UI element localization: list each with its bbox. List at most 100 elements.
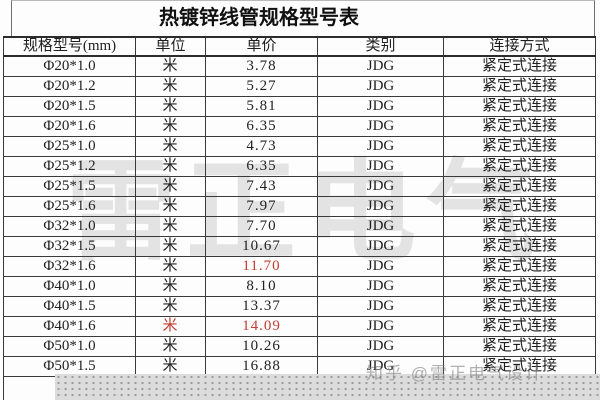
cell-category: JDG: [317, 196, 444, 217]
cell-price: 6.35: [205, 116, 318, 137]
cell-spec: Φ40*1.6: [3, 316, 136, 337]
cell-unit: 米: [135, 336, 206, 357]
cell-category: JDG: [317, 176, 444, 197]
cell-price: 7.97: [205, 196, 318, 217]
cell-price: 5.27: [205, 76, 318, 97]
table-row: Φ32*1.6 米 11.70 JDG 紧定式连接: [3, 256, 596, 277]
cell-spec: Φ20*1.0: [3, 55, 136, 77]
cell-spec: Φ25*1.6: [3, 196, 136, 217]
table-row: Φ40*1.5 米 13.37 JDG 紧定式连接: [3, 296, 596, 317]
header-connection: 连接方式: [443, 36, 596, 57]
table-row: Φ40*1.6 米 14.09 JDG 紧定式连接: [3, 316, 596, 337]
cell-category: JDG: [317, 236, 444, 257]
table-row: Φ20*1.0 米 3.78 JDG 紧定式连接: [3, 55, 596, 77]
table-title-text: 热镀锌线管规格型号表: [159, 7, 359, 29]
cell-spec: Φ40*1.0: [3, 276, 136, 297]
cell-category: JDG: [317, 96, 444, 117]
cell-unit: 米: [135, 156, 206, 177]
cell-unit: 米: [135, 55, 206, 77]
table-row: Φ32*1.5 米 10.67 JDG 紧定式连接: [3, 236, 596, 257]
table-row: Φ25*1.0 米 4.73 JDG 紧定式连接: [3, 136, 596, 157]
cell-spec: Φ32*1.5: [3, 236, 136, 257]
table-row: Φ20*1.5 米 5.81 JDG 紧定式连接: [3, 96, 596, 117]
cell-price: 5.81: [205, 96, 318, 117]
cell-category: JDG: [317, 76, 444, 97]
cell-unit: 米: [135, 216, 206, 237]
cell-connection: 紧定式连接: [443, 136, 596, 157]
cell-spec: Φ25*1.5: [3, 176, 136, 197]
cell-category: JDG: [317, 136, 444, 157]
cell-category: JDG: [317, 276, 444, 297]
cell-unit: 米: [135, 236, 206, 257]
cell-connection: 紧定式连接: [443, 176, 596, 197]
header-row: 规格型号(mm) 单位 单价 类别 连接方式: [3, 36, 596, 57]
cell-price: 3.78: [205, 55, 318, 77]
cell-category: JDG: [317, 116, 444, 137]
cell-spec: Φ50*1.0: [3, 336, 136, 357]
cell-unit: 米: [135, 316, 206, 337]
cell-price: 13.37: [205, 296, 318, 317]
cell-connection: 紧定式连接: [443, 116, 596, 137]
header-category: 类别: [317, 36, 444, 57]
bottom-watermark: 知乎 @雷正电气设计: [366, 364, 544, 383]
cell-category: JDG: [317, 156, 444, 177]
header-spec: 规格型号(mm): [3, 36, 136, 57]
cell-category: JDG: [317, 216, 444, 237]
cell-unit: 米: [135, 76, 206, 97]
cell-connection: 紧定式连接: [443, 256, 596, 277]
table-row: Φ50*1.0 米 10.26 JDG 紧定式连接: [3, 336, 596, 357]
cell-category: JDG: [317, 55, 444, 77]
cell-connection: 紧定式连接: [443, 216, 596, 237]
cell-unit: 米: [135, 136, 206, 157]
cell-spec: Φ25*1.0: [3, 136, 136, 157]
cell-connection: 紧定式连接: [443, 156, 596, 177]
cell-price: 11.70: [205, 256, 318, 277]
cell-connection: 紧定式连接: [443, 276, 596, 297]
cell-unit: 米: [135, 276, 206, 297]
cell-price: 7.70: [205, 216, 318, 237]
cell-category: JDG: [317, 296, 444, 317]
cell-spec: Φ20*1.2: [3, 76, 136, 97]
table-row: Φ32*1.0 米 7.70 JDG 紧定式连接: [3, 216, 596, 237]
cell-spec: Φ40*1.5: [3, 296, 136, 317]
cell-spec: Φ25*1.2: [3, 156, 136, 177]
cell-unit: 米: [135, 296, 206, 317]
cell-price: 6.35: [205, 156, 318, 177]
cell-connection: 紧定式连接: [443, 336, 596, 357]
header-unit: 单位: [135, 36, 206, 57]
cell-connection: 紧定式连接: [443, 55, 596, 77]
cell-spec: Φ20*1.5: [3, 96, 136, 117]
spec-sheet: 热镀锌线管规格型号表 规格型号(mm) 单位 单价 类别 连接方式 Φ20*1.…: [3, 0, 596, 400]
cell-connection: 紧定式连接: [443, 76, 596, 97]
cell-unit: 米: [135, 96, 206, 117]
cell-price: 14.09: [205, 316, 318, 337]
cell-connection: 紧定式连接: [443, 316, 596, 337]
cell-price: 7.43: [205, 176, 318, 197]
cell-category: JDG: [317, 316, 444, 337]
cell-spec: Φ32*1.0: [3, 216, 136, 237]
cell-price: 4.73: [205, 136, 318, 157]
spec-table: 规格型号(mm) 单位 单价 类别 连接方式 Φ20*1.0 米 3.78 JD…: [3, 36, 596, 400]
table-row: Φ25*1.5 米 7.43 JDG 紧定式连接: [3, 176, 596, 197]
table-row: Φ20*1.2 米 5.27 JDG 紧定式连接: [3, 76, 596, 97]
cell-connection: 紧定式连接: [443, 296, 596, 317]
cell-spec: Φ20*1.6: [3, 116, 136, 137]
cell-connection: 紧定式连接: [443, 236, 596, 257]
cell-price: 8.10: [205, 276, 318, 297]
cell-category: JDG: [317, 336, 444, 357]
cell-spec: Φ32*1.6: [3, 256, 136, 277]
table-row: Φ20*1.6 米 6.35 JDG 紧定式连接: [3, 116, 596, 137]
cell-price: 10.67: [205, 236, 318, 257]
cell-connection: 紧定式连接: [443, 196, 596, 217]
cell-connection: 紧定式连接: [443, 356, 596, 377]
table-row: Φ50*1.5 米 16.88 JDG 紧定式连接: [3, 356, 596, 377]
cell-unit: 米: [135, 256, 206, 277]
table-title: 热镀锌线管规格型号表: [11, 0, 595, 36]
table-row: Φ40*1.0 米 8.10 JDG 紧定式连接: [3, 276, 596, 297]
table-row: Φ25*1.2 米 6.35 JDG 紧定式连接: [3, 156, 596, 177]
cell-unit: 米: [135, 116, 206, 137]
redaction-strip: [55, 374, 600, 400]
cell-unit: 米: [135, 176, 206, 197]
cell-category: JDG: [317, 256, 444, 277]
